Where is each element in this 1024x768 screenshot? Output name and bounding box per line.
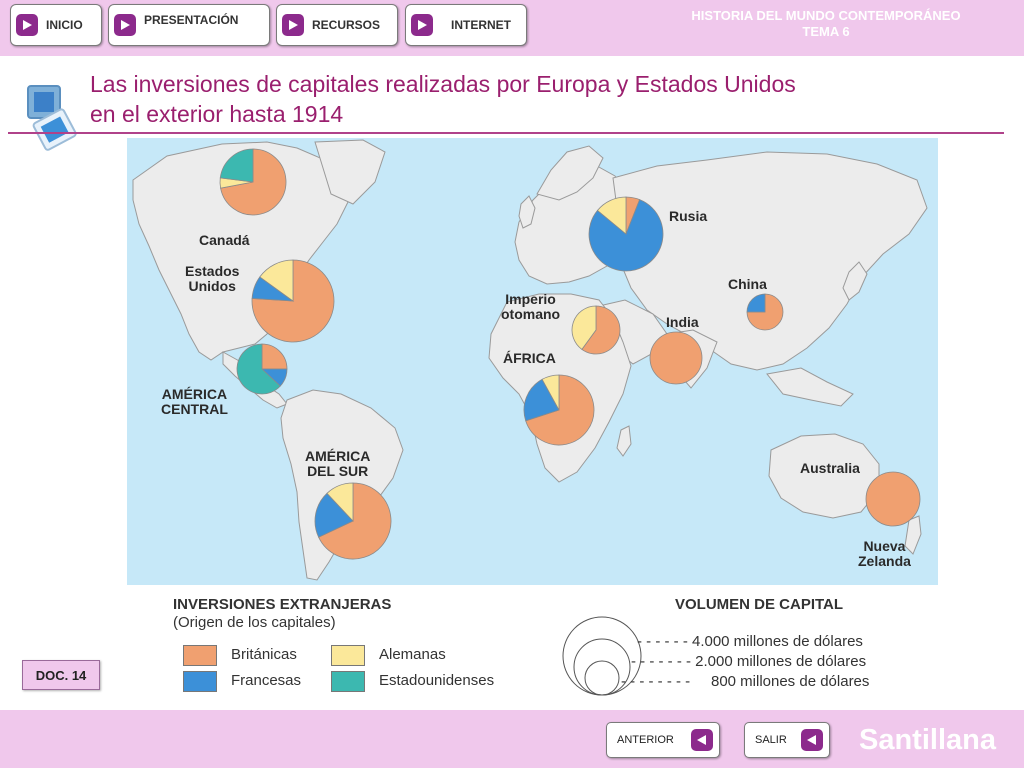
pie-slice-rusia-francesas <box>588 199 664 272</box>
recursos-label: RECURSOS <box>312 18 381 32</box>
document-icon <box>27 85 77 151</box>
landmasses <box>132 139 928 581</box>
pie-slice-nueva-zelanda-britanicas <box>865 471 921 527</box>
pie-slice-estados-unidos-alemanas <box>259 259 294 302</box>
course-title: HISTORIA DEL MUNDO CONTEMPORÁNEO <box>691 8 961 23</box>
label-america-del-sur: AMÉRICA DEL SUR <box>305 449 370 479</box>
volume-label-2000: - - - - - - - 2.000 millones de dólares <box>631 653 867 670</box>
map-graphic <box>127 138 938 585</box>
label-india: India <box>666 314 699 330</box>
pie-slice-canadá-estadounidenses <box>219 148 254 183</box>
label-estados-unidos: Estados Unidos <box>185 264 239 294</box>
course-unit: TEMA 6 <box>802 24 850 39</box>
pie-slice-américa-central-estadounidenses <box>236 343 281 395</box>
pie-slice-américa-del-sur-alemanas <box>326 482 354 523</box>
internet-button[interactable]: INTERNET <box>405 4 527 46</box>
pie-slice-américa-del-sur-britanicas <box>318 482 392 560</box>
label-china: China <box>728 276 767 292</box>
doc-tag: DOC. 14 <box>22 660 100 690</box>
pie-slice-áfrica-francesas <box>523 378 560 422</box>
top-navigation-bar: INICIO PRESENTACIÓN RECURSOS INTERNET HI… <box>0 0 1024 56</box>
swatch-francesas <box>183 671 217 692</box>
page-title: Las inversiones de capitales realizadas … <box>90 69 910 129</box>
pie-slice-imperio-otomano-britanicas <box>581 305 621 355</box>
landmass-uk <box>518 195 536 229</box>
investment-pies <box>219 148 921 560</box>
salir-button[interactable]: SALIR <box>744 722 830 758</box>
pie-slice-áfrica-alemanas <box>541 374 560 411</box>
pie-slice-rusia-alemanas <box>596 196 627 235</box>
play-icon <box>114 14 136 36</box>
swatch-alemanas <box>331 645 365 666</box>
inicio-label: INICIO <box>46 18 83 32</box>
map-legend: INVERSIONES EXTRANJERAS (Origen de los c… <box>127 585 938 703</box>
pie-slice-áfrica-britanicas <box>525 374 595 446</box>
page-title-line-1: Las inversiones de capitales realizadas … <box>90 71 796 97</box>
label-nueva-zelanda: Nueva Zelanda <box>858 539 911 569</box>
landmass-se-asia <box>766 367 854 407</box>
legend-subtitle: (Origen de los capitales) <box>173 614 336 631</box>
world-investment-map: Canadá Estados Unidos AMÉRICA CENTRAL AM… <box>127 138 938 585</box>
play-icon <box>282 14 304 36</box>
anterior-button[interactable]: ANTERIOR <box>606 722 720 758</box>
pie-slice-américa-central-britanicas <box>261 343 288 370</box>
label-canada: Canadá <box>199 232 250 248</box>
back-arrow-icon <box>691 729 713 751</box>
label-estados-unidos-text: Estados Unidos <box>185 263 240 294</box>
landmass-madagascar <box>616 425 632 457</box>
label-australia: Australia <box>800 460 860 476</box>
volume-label-4000: - - - - - - 4.000 millones de dólares <box>637 633 863 650</box>
pie-slice-india-britanicas <box>649 331 703 385</box>
landmass-asia <box>612 151 928 371</box>
internet-label: INTERNET <box>451 18 511 32</box>
legend-label-alemanas: Alemanas <box>379 646 446 663</box>
recursos-button[interactable]: RECURSOS <box>276 4 398 46</box>
legend-label-francesas: Francesas <box>231 672 302 689</box>
play-icon <box>411 14 433 36</box>
exit-arrow-icon <box>801 729 823 751</box>
inicio-button[interactable]: INICIO <box>10 4 102 46</box>
volume-circles <box>562 616 642 696</box>
santillana-logo: Santillana <box>859 724 996 756</box>
legend-label-estadounidenses: Estadounidenses <box>379 672 495 689</box>
page-title-line-2: en el exterior hasta 1914 <box>90 101 344 127</box>
salir-label: SALIR <box>755 734 787 746</box>
footer-bar: ANTERIOR SALIR Santillana <box>0 710 1024 768</box>
legend-title: INVERSIONES EXTRANJERAS <box>173 596 392 613</box>
pie-slice-imperio-otomano-alemanas <box>571 305 597 350</box>
play-icon <box>16 14 38 36</box>
volume-label-800: - - - - - - - - 800 millones de dólares <box>621 673 870 690</box>
swatch-estadounidenses <box>331 671 365 692</box>
label-america-del-sur-text: AMÉRICA DEL SUR <box>305 448 371 479</box>
landmass-scandinavia <box>536 145 604 201</box>
presentacion-button[interactable]: PRESENTACIÓN <box>108 4 270 46</box>
volume-title: VOLUMEN DE CAPITAL <box>675 596 844 613</box>
course-heading: HISTORIA DEL MUNDO CONTEMPORÁNEO TEMA 6 <box>646 8 1006 40</box>
swatch-britanicas <box>183 645 217 666</box>
landmass-new-zealand <box>904 515 922 555</box>
label-america-central: AMÉRICA CENTRAL <box>161 387 228 417</box>
landmass-japan <box>842 261 868 301</box>
legend-label-britanicas: Británicas <box>231 646 297 663</box>
anterior-label: ANTERIOR <box>617 734 674 746</box>
title-divider <box>8 132 1004 134</box>
label-america-central-text: AMÉRICA CENTRAL <box>161 386 228 417</box>
label-africa: ÁFRICA <box>503 350 556 366</box>
landmass-greenland <box>314 139 386 205</box>
label-imperio-otomano: Imperio otomano <box>501 292 560 322</box>
label-nueva-zelanda-text: Nueva Zelanda <box>858 538 911 569</box>
label-rusia: Rusia <box>669 208 708 224</box>
pie-slice-china-francesas <box>746 293 766 313</box>
label-imperio-otomano-text: Imperio otomano <box>501 291 561 322</box>
pie-slice-américa-del-sur-francesas <box>314 492 354 538</box>
presentacion-label: PRESENTACIÓN <box>144 13 239 27</box>
